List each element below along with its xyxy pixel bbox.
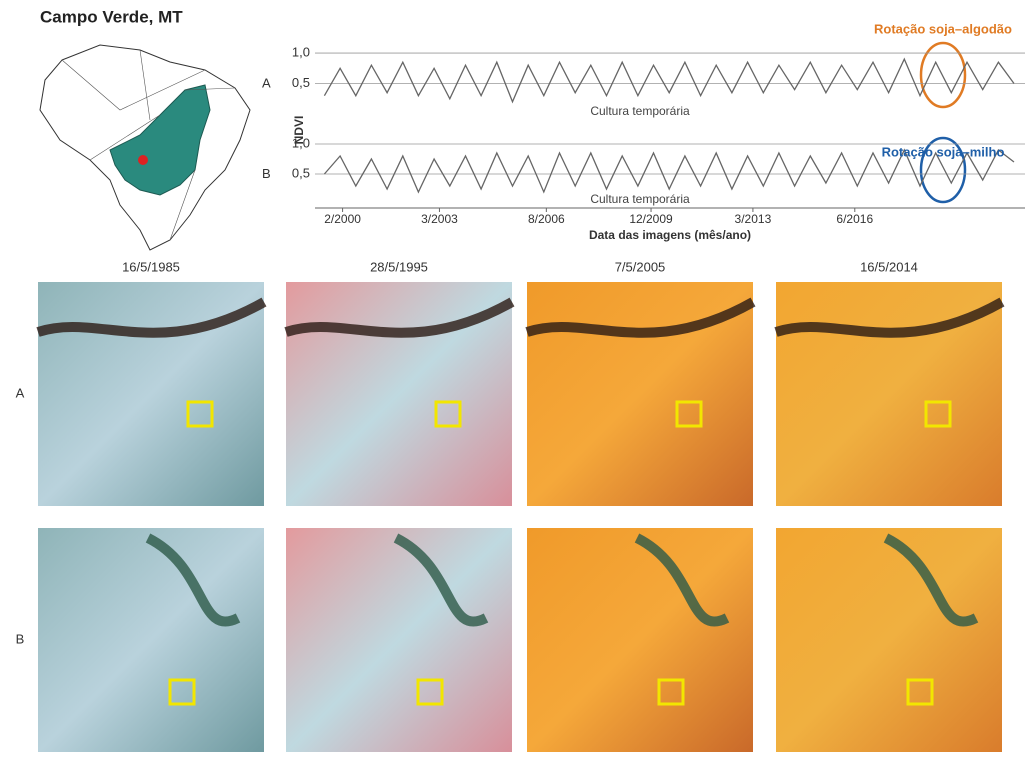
study-site [138,155,148,165]
y-tick-label: 0,5 [292,75,310,90]
satellite-images [38,282,1002,752]
image-date: 16/5/1985 [122,259,180,274]
y-tick-label: 0,5 [292,165,310,180]
y-tick-label: 1,0 [292,135,310,150]
row-label: A [16,385,25,400]
x-tick-label: 3/2013 [735,212,772,226]
satellite-image [527,528,753,752]
x-tick-label: 8/2006 [528,212,565,226]
map-title: Campo Verde, MT [40,7,183,26]
highlight-label: Rotação soja–algodão [874,21,1012,36]
image-date: 7/5/2005 [615,259,666,274]
panel-label: A [262,75,271,90]
brazil-map [40,45,250,250]
highlight-label: Rotação soja–milho [882,144,1005,159]
annotation: Cultura temporária [590,192,690,206]
image-date: 16/5/2014 [860,259,918,274]
y-tick-label: 1,0 [292,44,310,59]
annotation: Cultura temporária [590,104,690,118]
ndvi-highlights [921,43,965,202]
figure: Campo Verde, MT A 0,5 1,0 Cultura temporári… [0,0,1030,760]
figure-canvas: Campo Verde, MT A 0,5 1,0 Cultura temporári… [0,0,1030,760]
x-tick-label: 6/2016 [836,212,873,226]
x-tick-label: 12/2009 [629,212,673,226]
satellite-image [38,528,264,752]
x-tick-label: 2/2000 [324,212,361,226]
panel-label: B [262,166,271,181]
row-label: B [16,631,25,646]
satellite-image [286,528,512,752]
ndvi-line [324,59,1014,102]
x-tick-label: 3/2003 [421,212,458,226]
satellite-image [776,528,1002,752]
image-date: 28/5/1995 [370,259,428,274]
x-axis-label: Data das imagens (mês/ano) [589,228,751,242]
